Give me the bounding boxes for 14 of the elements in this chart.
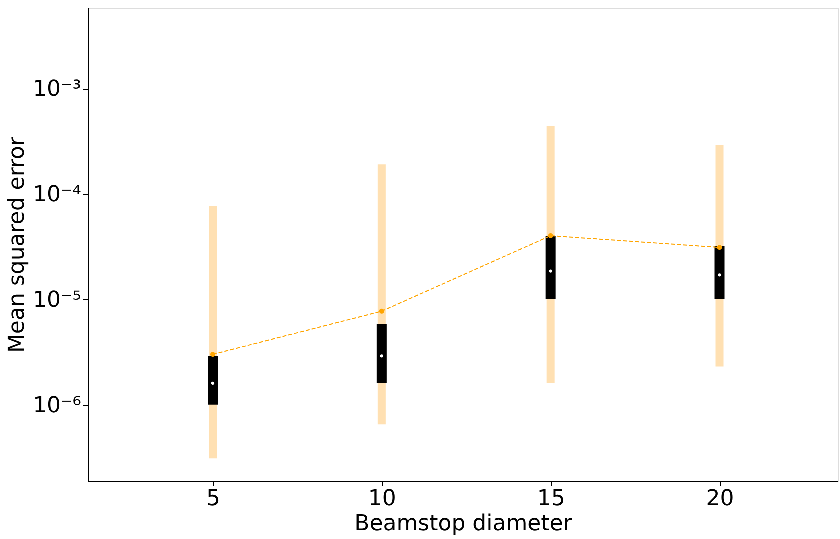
point: [210, 352, 216, 358]
x-axis-title: Beamstop diameter: [354, 512, 574, 536]
y-tick-label: 10⁻⁵: [33, 288, 82, 313]
point: [379, 308, 384, 314]
y-tick-label: 10⁻⁶: [33, 393, 82, 418]
point: [548, 233, 554, 238]
y-tick-label: 10⁻³: [33, 77, 82, 102]
x-tick-label: 5: [206, 486, 220, 512]
x-tick-label: 10: [368, 486, 396, 512]
y-axis-title: Mean squared error: [5, 136, 30, 354]
point: [717, 245, 722, 250]
x-tick-label: 15: [537, 486, 566, 512]
y-tick-label: 10⁻⁴: [33, 182, 82, 208]
x-tick-label: 20: [706, 486, 734, 512]
